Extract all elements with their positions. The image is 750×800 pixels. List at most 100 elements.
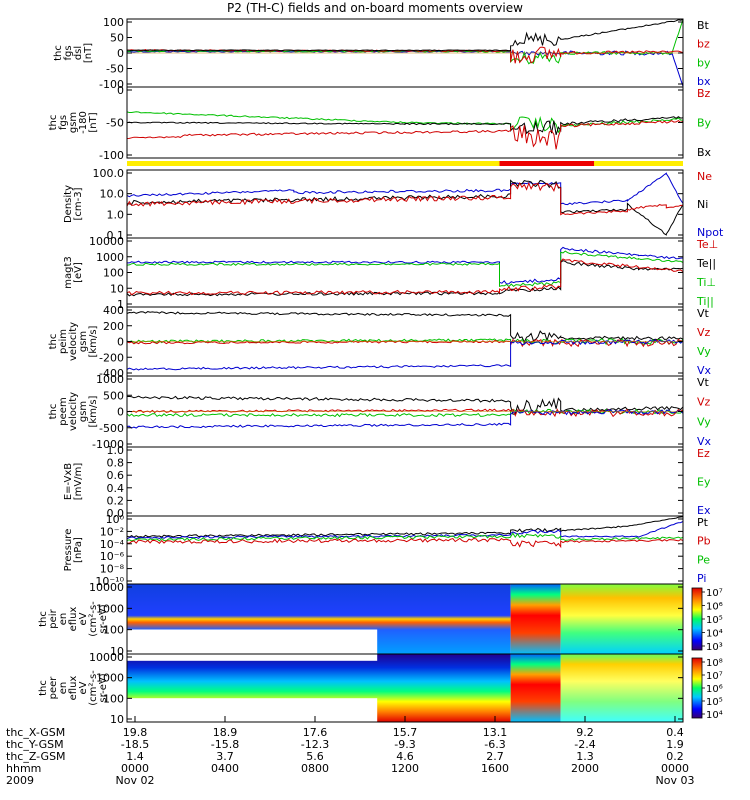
y-axis-label: Density — [63, 185, 74, 223]
chart-title: P2 (TH-C) fields and on-board moments ov… — [227, 1, 523, 15]
y-tick-label: 0.4 — [107, 482, 125, 495]
x-tick-label: -15.8 — [211, 738, 239, 751]
y-axis-label: eflux — [68, 607, 79, 632]
panel-efield: 1.00.80.60.40.20.0 E=-VxB [mV/m] Ez Ey Ex — [63, 444, 711, 520]
y-axis-label: sr-eV) — [98, 604, 109, 633]
series-line-2 — [127, 46, 684, 64]
legend-entry: Bx — [697, 146, 712, 159]
y-tick-label: 10⁻⁸ — [100, 563, 125, 576]
legend-entry: Ex — [697, 504, 711, 517]
y-tick-label: 10 — [110, 282, 124, 295]
spectrogram-sheath — [510, 654, 561, 722]
y-tick-label: 0 — [117, 336, 124, 349]
colorbar-label: 10⁵ — [706, 697, 723, 708]
x-tick-label: 9.2 — [576, 726, 594, 739]
x-tick-label: 5.6 — [306, 750, 324, 763]
y-axis-label: en — [58, 682, 69, 695]
series-line-0 — [126, 50, 684, 87]
x-row-label: thc_X-GSM — [6, 726, 65, 739]
y-axis-label: thc — [38, 680, 49, 696]
series-line-3 — [126, 339, 684, 371]
series-line-3 — [126, 258, 684, 296]
y-tick-label: 0 — [117, 84, 124, 97]
y-tick-label: 0.8 — [107, 457, 125, 470]
y-tick-label: 50 — [110, 32, 124, 45]
y-tick-label: 1000 — [96, 373, 124, 386]
legend-entry: Pe — [697, 553, 710, 566]
y-axis-label: Pressure — [63, 529, 74, 572]
colorbar-label: 10⁶ — [706, 602, 723, 613]
colorbar — [691, 587, 703, 651]
series-line-2 — [126, 408, 684, 418]
y-tick-label: 1.0 — [107, 444, 125, 457]
x-tick-label: -2.4 — [574, 738, 595, 751]
colorbar-label: 10⁶ — [706, 684, 723, 695]
region-bar-yellow — [127, 161, 683, 166]
y-tick-label: 100 — [103, 267, 124, 280]
colorbar-label: 10⁸ — [706, 658, 723, 669]
panel-temperature: 10000 1000 100 10 1 magt3 [eV] Te⊥ Te|| Ti⊥ Ti|| — [63, 235, 718, 311]
panel-frame — [126, 446, 684, 517]
y-tick-label: 0.0 — [107, 507, 125, 520]
legend-entry: Vy — [697, 415, 711, 428]
series-line-2 — [126, 181, 683, 216]
y-axis-label: thc — [48, 404, 59, 420]
y-axis-label: velocity — [68, 322, 79, 361]
series-line-0 — [127, 246, 684, 285]
legend-entry: Npot — [697, 226, 724, 239]
legend-entry: Vz — [697, 396, 711, 409]
x-tick-label: 2000 — [571, 762, 599, 775]
y-tick-label: -50 — [106, 117, 124, 130]
x-tick-label: 1600 — [481, 762, 509, 775]
series-line-1 — [126, 408, 684, 418]
y-tick-label: 1000 — [96, 672, 124, 685]
y-axis-label: gsm — [78, 331, 89, 352]
y-axis-label: thc — [48, 115, 59, 131]
y-tick-label: 100.0 — [93, 167, 125, 180]
legend-entry: Pi — [697, 572, 706, 585]
y-axis-label: [eV] — [73, 262, 84, 283]
panel-density: 100.0 10.0 1.0 0.1 Density [cm-3] Ne Ni Npot — [63, 167, 724, 242]
y-tick-label: -100 — [99, 78, 124, 91]
legend-entry: Vz — [697, 326, 711, 339]
y-tick-label: 0.2 — [107, 494, 125, 507]
series-line-2 — [126, 120, 684, 150]
y-tick-label: 0.6 — [107, 469, 125, 482]
y-tick-label: 0.1 — [107, 229, 125, 242]
y-tick-label: -500 — [99, 422, 124, 435]
x-tick-label: 1.3 — [576, 750, 594, 763]
x-tick-label: 1.9 — [666, 738, 684, 751]
y-tick-label: 10.0 — [100, 188, 125, 201]
series-line-1 — [126, 179, 684, 236]
y-tick-label: 1 — [117, 298, 124, 311]
y-axis-label: [nT] — [88, 112, 99, 132]
legend-entry: Ne — [697, 170, 712, 183]
y-tick-label: 100 — [103, 16, 124, 29]
y-tick-label: 400 — [103, 304, 124, 317]
legend-entry: Ti|| — [696, 295, 714, 308]
y-tick-label: -50 — [106, 63, 124, 76]
legend-entry: by — [697, 56, 711, 69]
x-tick-label: 0800 — [301, 762, 329, 775]
colorbar-label: 10³ — [706, 642, 723, 653]
legend-entry: Vy — [697, 345, 711, 358]
y-tick-label: 1000 — [96, 602, 124, 615]
colorbar-label: 10⁴ — [706, 629, 723, 640]
y-axis-label: velocity — [68, 392, 79, 431]
y-axis-label: magt3 — [63, 256, 74, 289]
series-line-1 — [126, 19, 684, 65]
y-axis-label: gsm — [68, 112, 79, 133]
y-axis-label: fgs — [58, 115, 69, 130]
y-tick-label: 500 — [103, 389, 124, 402]
legend-entry: Vx — [697, 435, 712, 448]
x-tick-label: Nov 03 — [656, 774, 695, 787]
legend-entry: bz — [697, 38, 710, 51]
y-tick-label: 10 — [110, 713, 124, 726]
legend-entry: Bz — [697, 87, 711, 100]
y-tick-label: 10⁻¹⁰ — [95, 575, 124, 588]
y-axis-label: thc — [48, 334, 59, 350]
y-tick-label: -400 — [99, 367, 124, 380]
x-tick-label: 17.6 — [303, 726, 328, 739]
y-tick-label: 1000 — [96, 251, 124, 264]
x-tick-label: 0.4 — [666, 726, 684, 739]
